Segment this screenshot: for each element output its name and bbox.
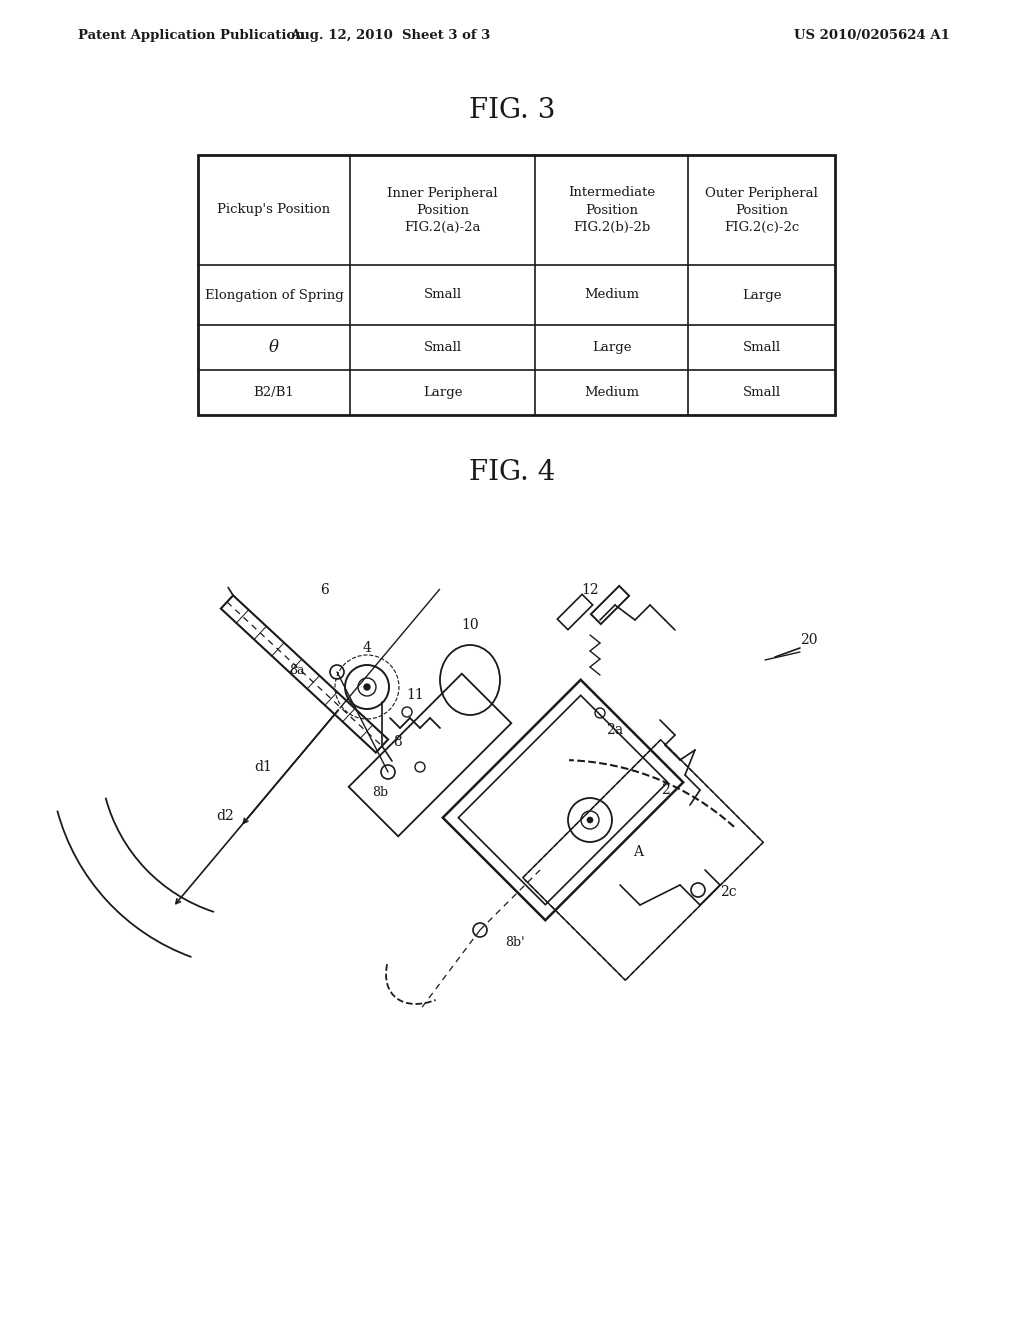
Text: A: A xyxy=(633,845,643,859)
Text: 12: 12 xyxy=(582,583,599,597)
Text: 2c: 2c xyxy=(720,884,736,899)
Text: US 2010/0205624 A1: US 2010/0205624 A1 xyxy=(795,29,950,41)
Text: 2: 2 xyxy=(660,783,670,797)
Text: Large: Large xyxy=(423,385,462,399)
Text: Large: Large xyxy=(592,341,631,354)
Text: Medium: Medium xyxy=(584,289,639,301)
Text: 8a: 8a xyxy=(290,664,305,676)
Text: Small: Small xyxy=(742,385,780,399)
Text: Small: Small xyxy=(424,289,462,301)
Text: 2a: 2a xyxy=(606,723,624,737)
Text: 8b: 8b xyxy=(372,785,388,799)
Text: Elongation of Spring: Elongation of Spring xyxy=(205,289,343,301)
Text: d1: d1 xyxy=(254,760,272,775)
Text: 8: 8 xyxy=(393,735,402,748)
Text: 11: 11 xyxy=(407,688,424,702)
Text: Small: Small xyxy=(742,341,780,354)
Text: Medium: Medium xyxy=(584,385,639,399)
Circle shape xyxy=(587,817,593,822)
Text: B2/B1: B2/B1 xyxy=(254,385,294,399)
Text: FIG. 4: FIG. 4 xyxy=(469,458,555,486)
Text: Outer Peripheral
Position
FIG.2(c)-2c: Outer Peripheral Position FIG.2(c)-2c xyxy=(706,186,818,234)
Text: 4: 4 xyxy=(362,642,372,655)
Text: Pickup's Position: Pickup's Position xyxy=(217,203,331,216)
Text: 20: 20 xyxy=(800,634,817,647)
Circle shape xyxy=(364,684,370,690)
Text: Aug. 12, 2010  Sheet 3 of 3: Aug. 12, 2010 Sheet 3 of 3 xyxy=(290,29,490,41)
Text: θ: θ xyxy=(269,339,279,356)
Text: 8b': 8b' xyxy=(505,936,524,949)
Text: Patent Application Publication: Patent Application Publication xyxy=(78,29,305,41)
Text: d2: d2 xyxy=(217,809,234,822)
Text: FIG. 3: FIG. 3 xyxy=(469,96,555,124)
Text: Small: Small xyxy=(424,341,462,354)
Text: Inner Peripheral
Position
FIG.2(a)-2a: Inner Peripheral Position FIG.2(a)-2a xyxy=(387,186,498,234)
Text: 6: 6 xyxy=(319,583,329,597)
Text: Intermediate
Position
FIG.2(b)-2b: Intermediate Position FIG.2(b)-2b xyxy=(568,186,655,234)
Text: 10: 10 xyxy=(461,618,479,632)
Text: Large: Large xyxy=(741,289,781,301)
